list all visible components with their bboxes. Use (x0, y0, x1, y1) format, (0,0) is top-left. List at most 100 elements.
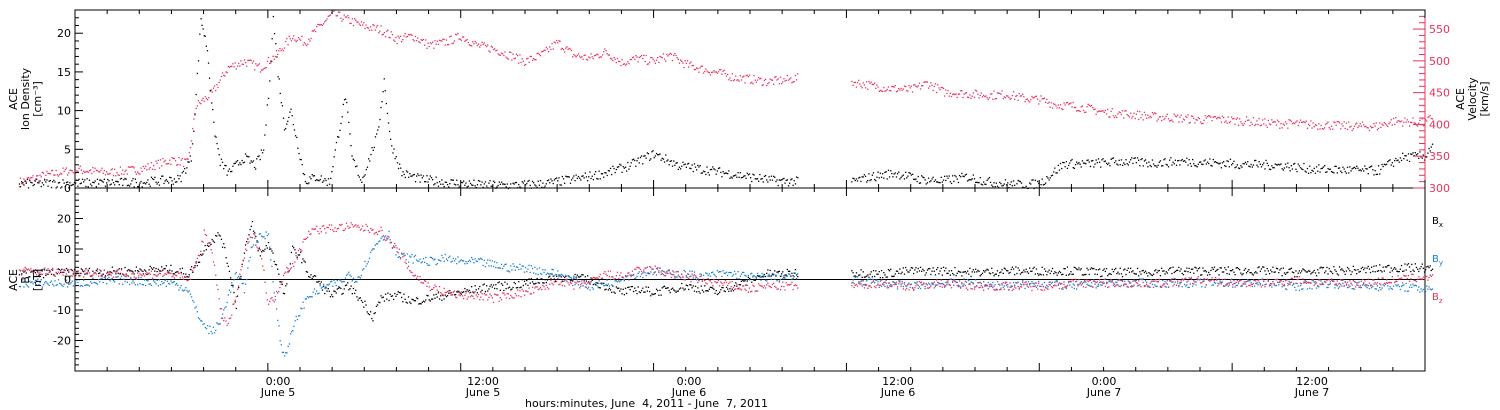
bz-point (39, 271, 41, 273)
by-point (1395, 284, 1397, 286)
by-point (526, 271, 528, 273)
by-point (591, 286, 593, 289)
velocity-point (1166, 113, 1168, 115)
bx-point (1175, 269, 1178, 272)
by-point (477, 258, 480, 260)
by-point (1353, 288, 1356, 290)
bx-point (70, 268, 72, 271)
bx-point (53, 273, 55, 276)
density-point (1046, 176, 1048, 178)
by-point (699, 273, 701, 275)
by-point (1101, 284, 1103, 287)
density-point (1304, 170, 1306, 172)
bx-point (1288, 268, 1290, 271)
density-point (970, 179, 972, 181)
by-point (539, 272, 542, 275)
by-point (714, 274, 716, 277)
bx-point (213, 241, 216, 243)
velocity-point (1324, 127, 1326, 129)
velocity-point (792, 81, 794, 83)
bx-point (730, 290, 732, 292)
velocity-point (1284, 121, 1287, 123)
bx-point (111, 266, 113, 268)
by-point (1132, 285, 1134, 287)
velocity-point (60, 172, 62, 174)
velocity-point (1345, 122, 1348, 124)
density-point (296, 136, 298, 139)
by-point (29, 280, 31, 283)
bx-point (45, 274, 47, 277)
bx-point (169, 269, 171, 271)
density-point (1256, 164, 1258, 166)
density-point (1374, 170, 1376, 172)
velocity-point (891, 86, 893, 88)
by-point (231, 282, 233, 284)
by-point (517, 266, 519, 268)
density-point (428, 178, 430, 180)
velocity-point (1234, 123, 1236, 125)
density-point (102, 181, 104, 183)
density-point (1237, 167, 1240, 169)
velocity-point (541, 51, 543, 53)
density-point (314, 179, 317, 182)
bx-point (1079, 269, 1081, 271)
density-point (688, 162, 690, 165)
bx-point (543, 282, 545, 284)
by-point (793, 276, 795, 278)
velocity-point (649, 61, 651, 63)
velocity-point (924, 81, 926, 83)
velocity-point (204, 96, 206, 98)
density-point (673, 160, 675, 162)
by-point (1363, 282, 1365, 284)
velocity-point (619, 61, 621, 63)
velocity-point (184, 158, 186, 160)
bx-point (173, 273, 175, 275)
velocity-point (440, 40, 442, 42)
bx-point (674, 290, 676, 292)
density-point (450, 179, 452, 181)
velocity-point (238, 62, 240, 65)
by-point (934, 284, 937, 286)
by-point (1258, 281, 1260, 284)
density-point (495, 187, 497, 189)
bx-point (1087, 269, 1089, 271)
density-point (893, 173, 895, 175)
by-point (157, 285, 159, 287)
velocity-point (320, 23, 322, 26)
bx-point (219, 235, 221, 237)
by-point (55, 284, 57, 287)
velocity-point (127, 166, 130, 168)
density-point (1212, 158, 1214, 161)
bz-point (57, 271, 60, 273)
by-point (1152, 280, 1155, 282)
by-point (414, 254, 417, 257)
velocity-point (123, 173, 125, 175)
density-point (975, 181, 977, 184)
density-point (853, 178, 855, 180)
bx-point (1040, 274, 1042, 276)
density-point (1267, 164, 1269, 167)
density-point (479, 180, 481, 182)
velocity-point (239, 65, 241, 67)
velocity-point (468, 44, 471, 46)
velocity-point (1125, 110, 1127, 112)
velocity-point (1095, 113, 1097, 115)
bx-point (673, 289, 675, 291)
velocity-point (1157, 118, 1159, 120)
by-point (1038, 280, 1040, 283)
bx-point (1183, 270, 1186, 272)
bx-point (983, 270, 985, 272)
by-point (770, 278, 772, 280)
velocity-point (378, 32, 380, 34)
bx-point (86, 273, 88, 275)
bx-point (515, 287, 518, 289)
velocity-point (1042, 98, 1044, 100)
by-point (1170, 279, 1172, 281)
velocity-point (627, 61, 629, 63)
by-point (929, 283, 931, 285)
by-point (640, 273, 643, 275)
by-point (56, 284, 58, 286)
bx-point (487, 290, 489, 292)
velocity-point (357, 21, 359, 23)
by-point (63, 283, 65, 285)
